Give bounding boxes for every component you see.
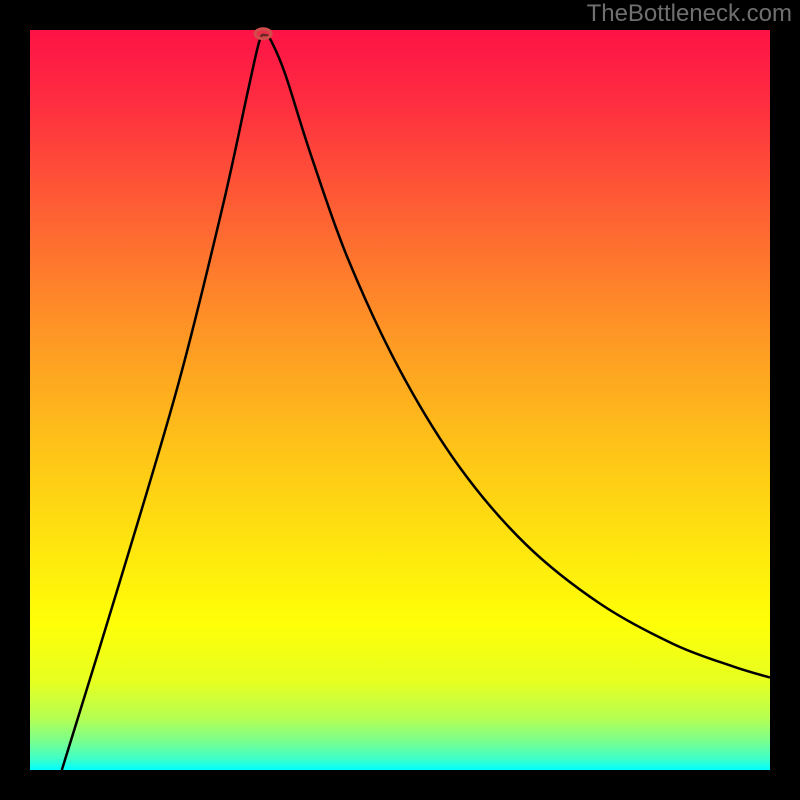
minimum-marker xyxy=(255,29,271,39)
chart-svg xyxy=(0,0,800,800)
plot-gradient-background xyxy=(30,30,770,770)
watermark-text: TheBottleneck.com xyxy=(587,0,792,28)
chart-container: TheBottleneck.com xyxy=(0,0,800,800)
